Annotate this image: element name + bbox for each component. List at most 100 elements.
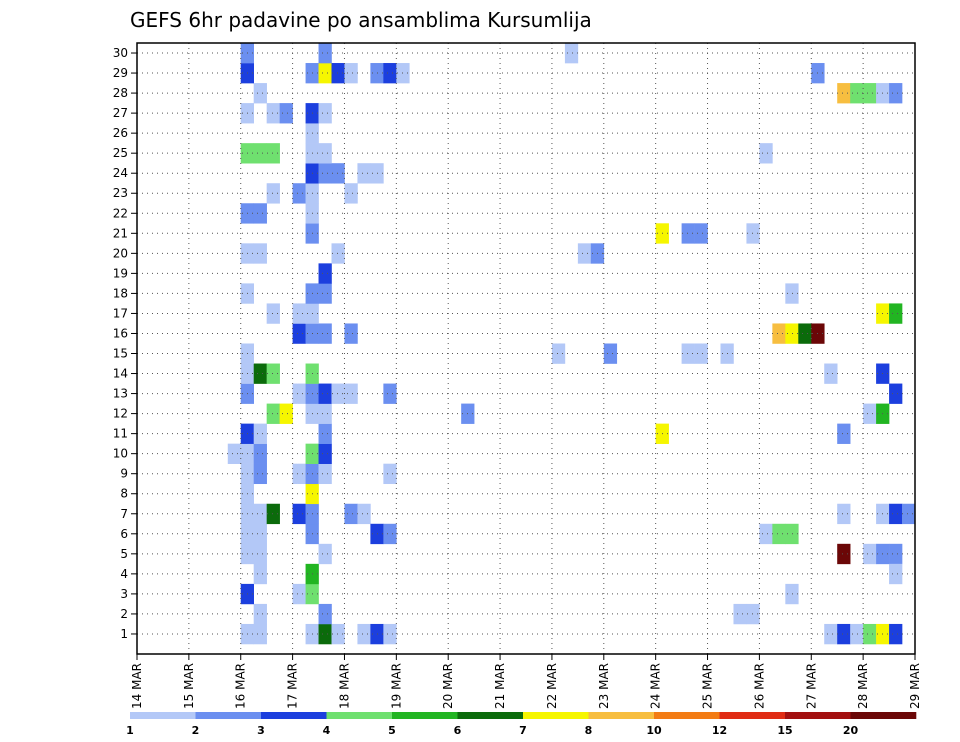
legend-swatch bbox=[130, 712, 196, 719]
heatmap-cell bbox=[837, 623, 851, 645]
y-tick-label: 26 bbox=[113, 126, 128, 140]
x-tick-label: 21 MAR bbox=[493, 663, 507, 709]
legend-swatch bbox=[719, 712, 786, 719]
legend-label: 7 bbox=[519, 724, 527, 737]
heatmap-cell bbox=[785, 583, 799, 605]
plot-frame bbox=[131, 42, 916, 660]
x-tick-label: 24 MAR bbox=[649, 663, 663, 709]
y-tick-label: 18 bbox=[113, 286, 128, 300]
legend-swatch bbox=[195, 712, 262, 719]
y-tick-label: 14 bbox=[113, 367, 128, 381]
heatmap-cell bbox=[889, 563, 903, 585]
heatmap-cell bbox=[331, 623, 345, 645]
y-tick-label: 29 bbox=[113, 66, 128, 80]
heatmap-cell bbox=[785, 283, 799, 304]
heatmap-cell bbox=[383, 623, 397, 645]
y-tick-label: 9 bbox=[120, 467, 128, 481]
heatmap-cell bbox=[746, 223, 760, 244]
heatmap-cell bbox=[266, 143, 280, 164]
x-tick-label: 22 MAR bbox=[545, 663, 559, 709]
y-tick-label: 19 bbox=[113, 266, 128, 280]
y-tick-label: 6 bbox=[120, 527, 128, 541]
heatmap-cell bbox=[266, 103, 280, 124]
y-tick-label: 11 bbox=[113, 427, 128, 441]
heatmap-cell bbox=[253, 603, 267, 625]
heatmap-cell bbox=[253, 363, 267, 384]
heatmap-cell bbox=[564, 43, 579, 64]
heatmap-cell bbox=[383, 463, 397, 485]
y-tick-label: 4 bbox=[120, 567, 128, 581]
plot-border bbox=[136, 42, 916, 655]
heatmap-cell bbox=[318, 543, 332, 565]
y-tick-label: 21 bbox=[113, 226, 128, 240]
heatmap-cell bbox=[863, 403, 877, 424]
y-tick-label: 23 bbox=[113, 186, 128, 200]
heatmap-cell bbox=[889, 303, 903, 324]
heatmap-cell bbox=[318, 63, 332, 84]
heatmap-cell bbox=[279, 103, 293, 124]
heatmap-cell bbox=[357, 503, 371, 525]
y-tick-label: 12 bbox=[113, 407, 128, 421]
heatmap-cell bbox=[344, 63, 358, 84]
heatmap-cell bbox=[837, 503, 851, 525]
legend-label: 4 bbox=[323, 724, 331, 737]
heatmap-cell bbox=[863, 543, 877, 565]
heatmap-cell bbox=[681, 343, 695, 364]
heatmap-cell bbox=[318, 603, 332, 625]
heatmap-cell bbox=[837, 423, 851, 444]
x-tick-label: 14 MAR bbox=[130, 663, 144, 709]
y-tick-label: 24 bbox=[113, 166, 128, 180]
heatmap-cell bbox=[227, 443, 242, 464]
heatmap-cell bbox=[318, 263, 332, 284]
heatmap-cell bbox=[318, 383, 332, 404]
y-tick-label: 30 bbox=[113, 46, 128, 60]
x-tick-label: 25 MAR bbox=[701, 663, 715, 709]
legend-label: 3 bbox=[257, 724, 265, 737]
y-tick-label: 3 bbox=[120, 587, 128, 601]
heatmap-cell bbox=[863, 83, 877, 104]
heatmap-cell bbox=[292, 583, 306, 605]
heatmap-cell bbox=[253, 83, 267, 104]
heatmap-cell bbox=[318, 163, 332, 184]
legend-swatch bbox=[588, 712, 655, 719]
heatmap-cell bbox=[253, 543, 267, 565]
y-tick-label: 17 bbox=[113, 306, 128, 320]
heatmap-cell bbox=[344, 383, 358, 404]
x-tick-label: 26 MAR bbox=[752, 663, 766, 709]
y-tick-label: 10 bbox=[113, 447, 128, 461]
y-tick-label: 1 bbox=[120, 627, 128, 641]
y-tick-label: 28 bbox=[113, 86, 128, 100]
heatmap-cell bbox=[759, 143, 773, 164]
heatmap-cell bbox=[681, 223, 695, 244]
color-legend: 1 2 3 4 5 6 7 8 10 12 15 20 bbox=[126, 712, 917, 737]
legend-swatch bbox=[457, 712, 524, 719]
x-tick-label: 15 MAR bbox=[182, 663, 196, 709]
heatmap-cell bbox=[824, 363, 838, 384]
legend-swatch bbox=[326, 712, 393, 719]
legend-label: 6 bbox=[454, 724, 462, 737]
heatmap-cells bbox=[227, 43, 916, 645]
heatmap-cell bbox=[253, 463, 267, 485]
heatmap-cell bbox=[863, 623, 877, 645]
x-axis-labels: 14 MAR 15 MAR 16 MAR 17 MAR 18 MAR 19 MAR 20 M… bbox=[130, 663, 922, 709]
heatmap-cell bbox=[733, 603, 747, 625]
x-tick-label: 28 MAR bbox=[856, 663, 870, 709]
heatmap-cell bbox=[318, 423, 332, 444]
heatmap-cell bbox=[266, 303, 280, 324]
x-tick-label: 17 MAR bbox=[286, 663, 300, 709]
heatmap-cell bbox=[318, 323, 332, 344]
heatmap-cell bbox=[798, 323, 812, 344]
legend-label: 1 bbox=[126, 724, 134, 737]
heatmap-cell bbox=[785, 523, 799, 545]
legend-swatch bbox=[523, 712, 589, 719]
legend-label: 8 bbox=[585, 724, 593, 737]
heatmap-cell bbox=[318, 443, 332, 464]
heatmap-cell bbox=[253, 563, 267, 585]
heatmap-cell bbox=[318, 403, 332, 424]
y-tick-label: 8 bbox=[120, 487, 128, 501]
heatmap-cell bbox=[824, 623, 838, 645]
heatmap-cell bbox=[694, 223, 708, 244]
heatmap-cell bbox=[266, 503, 280, 525]
